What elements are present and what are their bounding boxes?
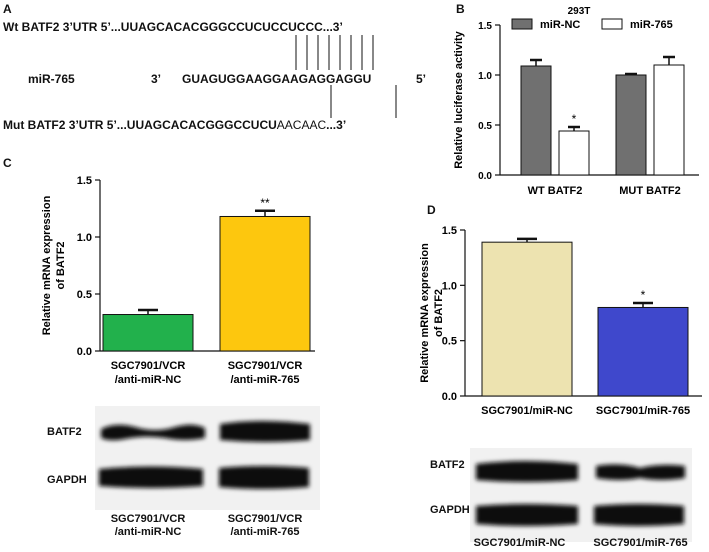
panel-d-western-blot [470, 448, 692, 542]
bar [102, 314, 194, 352]
bar [558, 130, 590, 176]
legend-swatch [511, 18, 533, 30]
x-tick-label: SGC7901/miR-NC [481, 405, 573, 417]
mir-sequence: GUAGUGGAAGGAAGAGGAGGU [182, 72, 372, 86]
band-c-gapdh-765 [219, 466, 309, 489]
mir-label: miR-765 [28, 72, 75, 86]
y-tick-label: 1.0 [77, 232, 92, 244]
significance-star: * [572, 112, 577, 126]
mut-end: ...3’ [326, 118, 347, 132]
mir-3-end: 3’ [151, 72, 162, 86]
panel-c-batf2-label: BATF2 [47, 426, 82, 438]
y-tick-label: 1.5 [77, 175, 92, 187]
mut-label: Mut BATF2 3’UTR 5’... [3, 118, 127, 132]
panel-b-letter: B [456, 2, 465, 16]
x-tick-label: WT BATF2 [528, 185, 583, 197]
y-tick-label: 0.0 [442, 391, 457, 403]
significance-star: * [641, 288, 646, 302]
panel-c-lane2-label: SGC7901/VCR/anti-miR-765 [227, 513, 303, 538]
band-c-batf2-nc [101, 424, 205, 441]
y-axis-title: Relative mRNA expression [419, 243, 431, 383]
x-tick-label: SGC7901/VCR [111, 360, 186, 372]
panel-c-blot-bands [99, 421, 310, 489]
x-tick-label: SGC7901/miR-765 [596, 405, 690, 417]
band-c-batf2-765 [220, 421, 310, 442]
y-tick-label: 1.0 [442, 280, 457, 292]
mir-5-end: 5’ [416, 72, 427, 86]
y-axis-title: of BATF2 [55, 241, 67, 289]
band-d-batf2-765 [596, 464, 685, 480]
y-tick-label: 1.0 [478, 71, 492, 82]
mut-sequence-row: Mut BATF2 3’UTR 5’...UUAGCACACGGGCCUCUAA… [3, 118, 346, 132]
bar [481, 241, 573, 397]
base-pairing-lines [295, 35, 397, 118]
y-tick-label: 1.5 [478, 21, 492, 32]
panel-d-blot-bands [476, 461, 685, 526]
band-d-gapdh-nc [476, 504, 578, 526]
y-tick-label: 0.5 [478, 121, 492, 132]
significance-star: ** [260, 196, 270, 210]
y-tick-label: 0.5 [442, 336, 457, 348]
y-tick-label: 0.0 [77, 346, 92, 358]
panel-d-gapdh-label: GAPDH [430, 504, 470, 516]
legend-swatch [601, 18, 623, 30]
wt-sequence: UUAGCACACGGGCCUCUCCUCCC [120, 20, 323, 34]
panel-d-batf2-label: BATF2 [430, 459, 465, 471]
panel-d-lane1-label: SGC7901/miR-NC [473, 537, 566, 549]
y-tick-label: 1.5 [442, 225, 457, 237]
x-tick-label: /anti-miR-765 [230, 374, 299, 386]
panel-c-chart: 0.0 0.5 1.0 1.5 Relative mRNA expression of B… [41, 175, 315, 386]
wt-label: Wt BATF2 3’UTR 5’... [3, 20, 121, 34]
panel-d-lane2-label: SGC7901/miR-765 [593, 537, 688, 549]
y-axis-title: Relative luciferase activity [453, 30, 465, 168]
panel-c-western-blot [95, 406, 320, 510]
y-tick-label: 0.5 [77, 289, 92, 301]
band-c-gapdh-nc [99, 466, 203, 488]
x-tick-label: /anti-miR-NC [115, 374, 182, 386]
panel-a-letter: A [3, 2, 12, 16]
bar [653, 64, 685, 176]
x-tick-label: SGC7901/VCR [228, 360, 303, 372]
mut-sequence: UUAGCACACGGGCCUCU [126, 118, 277, 132]
bar [219, 215, 311, 352]
legend-label: miR-NC [540, 19, 580, 31]
bar [597, 306, 689, 397]
mut-mutated-bases: AACAAC [276, 118, 327, 132]
band-d-gapdh-765 [594, 504, 684, 526]
y-tick-label: 0.0 [478, 171, 492, 182]
wt-sequence-row: Wt BATF2 3’UTR 5’...UUAGCACACGGGCCUCUCCU… [3, 20, 343, 34]
panel-c-lane1-label: SGC7901/VCR/anti-miR-NC [110, 513, 186, 538]
bar [615, 74, 647, 176]
panel-b-chart: 0.0 0.5 1.0 1.5 293T Relative luciferase acti… [453, 6, 699, 197]
band-d-batf2-nc [476, 461, 578, 482]
panel-c-letter: C [3, 156, 12, 170]
bar [520, 65, 552, 176]
y-axis-title: of BATF2 [433, 289, 445, 337]
legend-label: miR-765 [630, 19, 673, 31]
wt-end: ...3’ [322, 20, 343, 34]
panel-d-chart: 0.0 0.5 1.0 1.5 Relative mRNA expression of B… [419, 225, 702, 417]
panel-c-gapdh-label: GAPDH [47, 474, 87, 486]
chart-title: 293T [568, 6, 591, 17]
y-axis-title: Relative mRNA expression [41, 195, 53, 335]
panel-d-letter: D [427, 203, 436, 217]
x-tick-label: MUT BATF2 [619, 185, 681, 197]
